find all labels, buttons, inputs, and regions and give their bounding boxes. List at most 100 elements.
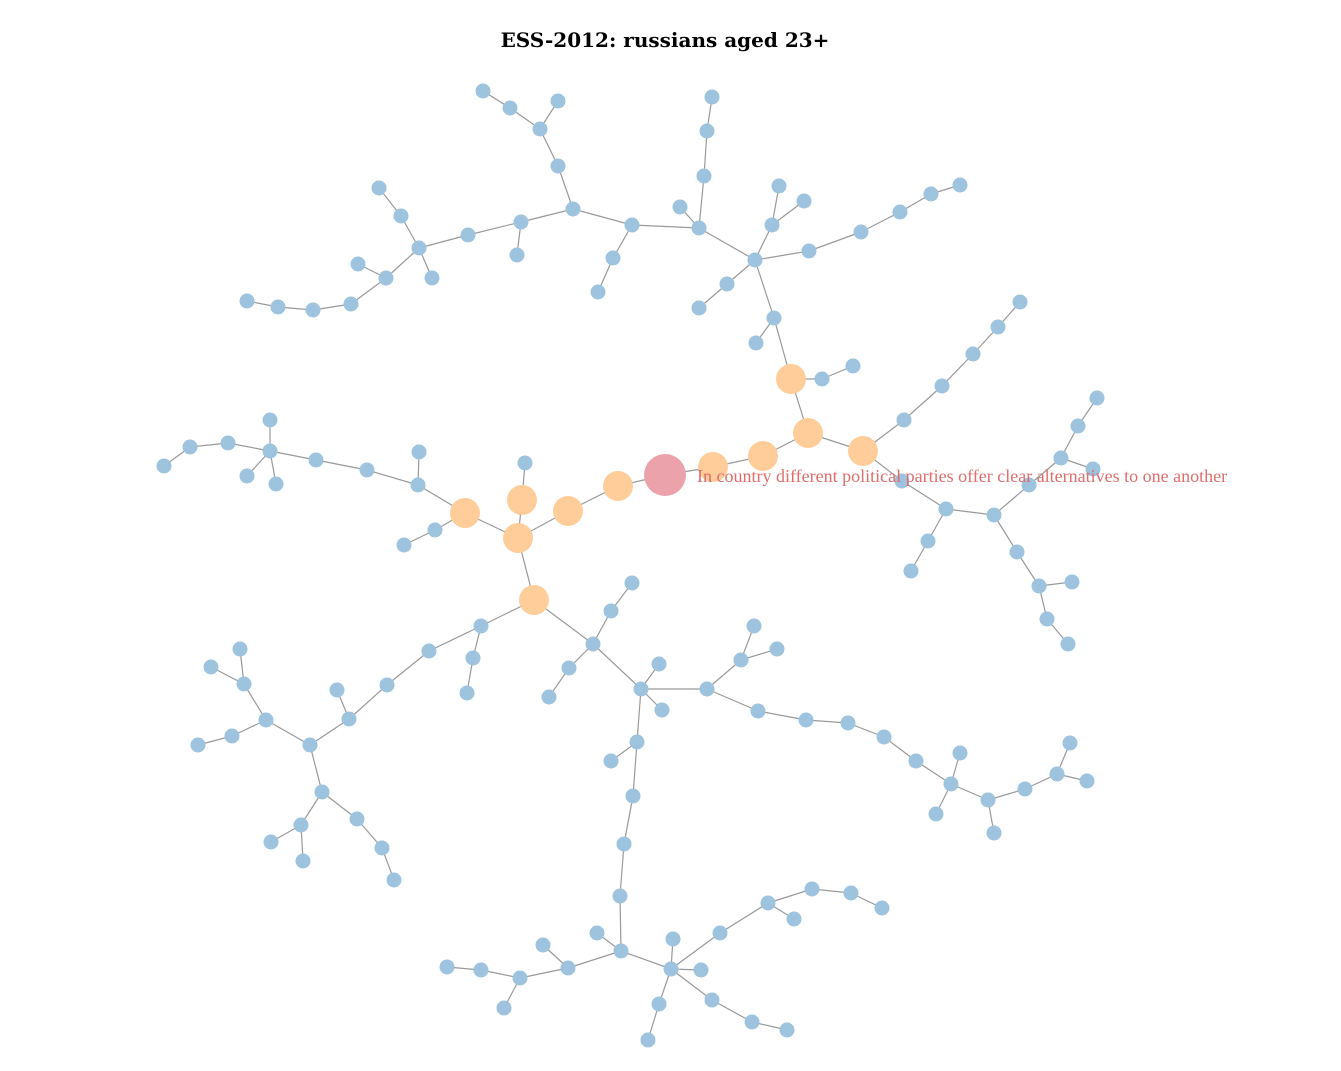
- graph-node[interactable]: [801, 243, 817, 259]
- graph-node[interactable]: [760, 895, 776, 911]
- graph-node[interactable]: [764, 217, 780, 233]
- graph-node[interactable]: [696, 168, 712, 184]
- graph-node[interactable]: [509, 247, 525, 263]
- graph-node[interactable]: [603, 603, 619, 619]
- graph-node[interactable]: [550, 158, 566, 174]
- graph-node[interactable]: [744, 1014, 760, 1030]
- graph-node[interactable]: [220, 435, 236, 451]
- graph-node[interactable]: [733, 652, 749, 668]
- graph-node[interactable]: [550, 93, 566, 109]
- graph-node[interactable]: [203, 659, 219, 675]
- neighbor-node[interactable]: [848, 436, 878, 466]
- graph-node[interactable]: [923, 186, 939, 202]
- neighbor-node[interactable]: [503, 523, 533, 553]
- graph-node[interactable]: [305, 302, 321, 318]
- graph-node[interactable]: [845, 358, 861, 374]
- graph-node[interactable]: [268, 476, 284, 492]
- graph-node[interactable]: [1070, 418, 1086, 434]
- graph-node[interactable]: [496, 1000, 512, 1016]
- graph-node[interactable]: [239, 293, 255, 309]
- graph-node[interactable]: [308, 452, 324, 468]
- graph-node[interactable]: [232, 641, 248, 657]
- selected-node[interactable]: [644, 454, 686, 496]
- graph-node[interactable]: [532, 121, 548, 137]
- graph-node[interactable]: [779, 1022, 795, 1038]
- graph-node[interactable]: [613, 943, 629, 959]
- graph-node[interactable]: [270, 299, 286, 315]
- graph-node[interactable]: [624, 575, 640, 591]
- graph-node[interactable]: [894, 473, 910, 489]
- graph-node[interactable]: [691, 300, 707, 316]
- graph-node[interactable]: [585, 636, 601, 652]
- graph-node[interactable]: [691, 220, 707, 236]
- graph-node[interactable]: [465, 650, 481, 666]
- graph-node[interactable]: [952, 745, 968, 761]
- graph-node[interactable]: [590, 284, 606, 300]
- graph-node[interactable]: [625, 788, 641, 804]
- graph-node[interactable]: [262, 443, 278, 459]
- neighbor-node[interactable]: [553, 496, 583, 526]
- graph-node[interactable]: [654, 702, 670, 718]
- graph-node[interactable]: [704, 992, 720, 1008]
- graph-node[interactable]: [541, 689, 557, 705]
- graph-node[interactable]: [396, 537, 412, 553]
- neighbor-node[interactable]: [793, 418, 823, 448]
- graph-node[interactable]: [786, 911, 802, 927]
- neighbor-node[interactable]: [603, 471, 633, 501]
- graph-node[interactable]: [1031, 578, 1047, 594]
- graph-node[interactable]: [239, 468, 255, 484]
- graph-node[interactable]: [640, 1032, 656, 1048]
- graph-node[interactable]: [473, 618, 489, 634]
- graph-node[interactable]: [804, 881, 820, 897]
- graph-node[interactable]: [258, 712, 274, 728]
- graph-node[interactable]: [393, 208, 409, 224]
- graph-node[interactable]: [840, 715, 856, 731]
- graph-node[interactable]: [314, 784, 330, 800]
- graph-node[interactable]: [699, 123, 715, 139]
- graph-node[interactable]: [986, 507, 1002, 523]
- graph-node[interactable]: [1062, 735, 1078, 751]
- graph-node[interactable]: [853, 224, 869, 240]
- graph-node[interactable]: [814, 371, 830, 387]
- graph-node[interactable]: [439, 959, 455, 975]
- neighbor-node[interactable]: [776, 364, 806, 394]
- graph-node[interactable]: [965, 346, 981, 362]
- graph-node[interactable]: [224, 728, 240, 744]
- graph-node[interactable]: [302, 737, 318, 753]
- neighbor-node[interactable]: [450, 498, 480, 528]
- graph-node[interactable]: [262, 412, 278, 428]
- graph-node[interactable]: [565, 201, 581, 217]
- graph-node[interactable]: [371, 180, 387, 196]
- graph-node[interactable]: [903, 563, 919, 579]
- graph-node[interactable]: [349, 811, 365, 827]
- graph-node[interactable]: [182, 439, 198, 455]
- graph-node[interactable]: [374, 840, 390, 856]
- graph-node[interactable]: [876, 729, 892, 745]
- graph-node[interactable]: [295, 853, 311, 869]
- graph-node[interactable]: [1085, 461, 1101, 477]
- graph-node[interactable]: [712, 925, 728, 941]
- graph-node[interactable]: [748, 335, 764, 351]
- graph-node[interactable]: [796, 193, 812, 209]
- graph-node[interactable]: [629, 734, 645, 750]
- graph-node[interactable]: [704, 89, 720, 105]
- graph-node[interactable]: [560, 960, 576, 976]
- graph-node[interactable]: [603, 753, 619, 769]
- graph-node[interactable]: [908, 753, 924, 769]
- graph-node[interactable]: [605, 250, 621, 266]
- neighbor-node[interactable]: [519, 585, 549, 615]
- graph-node[interactable]: [651, 656, 667, 672]
- graph-node[interactable]: [1064, 574, 1080, 590]
- graph-node[interactable]: [1060, 636, 1076, 652]
- graph-node[interactable]: [293, 817, 309, 833]
- graph-node[interactable]: [459, 685, 475, 701]
- graph-node[interactable]: [386, 872, 402, 888]
- graph-node[interactable]: [359, 462, 375, 478]
- neighbor-node[interactable]: [698, 452, 728, 482]
- graph-node[interactable]: [411, 240, 427, 256]
- graph-node[interactable]: [475, 83, 491, 99]
- graph-node[interactable]: [341, 711, 357, 727]
- graph-node[interactable]: [943, 776, 959, 792]
- graph-node[interactable]: [1021, 477, 1037, 493]
